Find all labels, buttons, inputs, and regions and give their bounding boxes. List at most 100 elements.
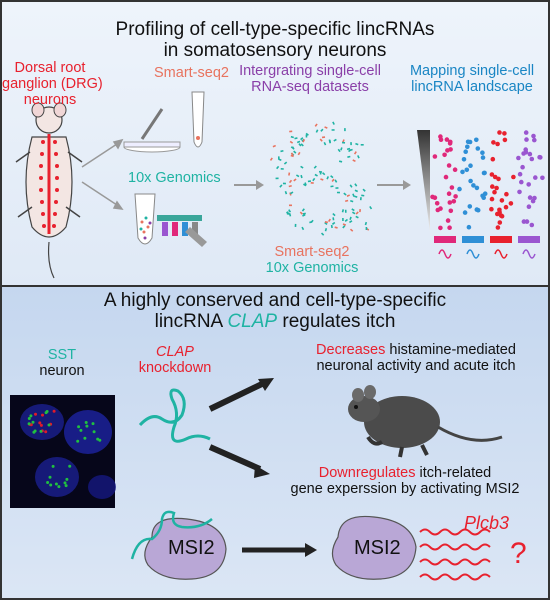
landscape-dot (497, 130, 502, 135)
tsne-cell-mark (351, 211, 356, 215)
tsne-cell-mark (331, 129, 335, 131)
rna-puncta (49, 483, 53, 487)
tsne-cell-mark (355, 215, 359, 219)
landscape-dot (529, 156, 535, 162)
tsne-cell-mark (324, 228, 328, 232)
tsne-cell-mark (320, 128, 324, 132)
tsne-cell-mark (279, 184, 283, 188)
landscape-dot (465, 139, 471, 145)
tsne-cell-mark (324, 221, 329, 224)
tsne-cell-mark (338, 160, 343, 163)
mapping-line1: Mapping single-cell (409, 63, 535, 79)
landscape-dot (453, 194, 458, 199)
landscape-dot (492, 174, 498, 180)
rna-puncta (92, 430, 96, 434)
tsne-cell-mark (319, 138, 323, 142)
tsne-cell-mark (331, 178, 335, 182)
bottom-panel: A highly conserved and cell-type-specifi… (0, 287, 550, 600)
top-title-line2: in somatosensory neurons (163, 40, 387, 62)
gene-effect-text: Downregulates itch-related gene experssi… (264, 465, 546, 497)
landscape-dot (462, 210, 468, 215)
tsne-cell-mark (310, 182, 314, 184)
tsne-cell-mark (350, 142, 352, 146)
mapping-label: Mapping single-cell lincRNA landscape (394, 63, 550, 95)
tsne-cell-mark (302, 139, 306, 143)
landscape-dot (446, 191, 452, 196)
tsne-cell-mark (336, 191, 340, 194)
landscape-dot (474, 185, 480, 191)
landscape-dot (465, 144, 470, 150)
tsne-cell-mark (294, 223, 297, 227)
tsne-cell-mark (272, 144, 276, 148)
landscape-dot (502, 131, 507, 136)
rna-puncta (38, 421, 42, 425)
landscape-dot (457, 186, 462, 192)
landscape-dot (447, 141, 453, 146)
tsne-cell-mark (349, 228, 354, 232)
rna-puncta (79, 428, 83, 432)
tsne-cell-mark (355, 211, 359, 215)
activation-arrow (242, 543, 317, 557)
tsne-cell-mark (369, 205, 373, 210)
tsne-cell-mark (300, 143, 304, 147)
landscape-dot (517, 171, 523, 177)
tsne-cell-mark (276, 165, 280, 170)
tsne-cell-mark (290, 135, 294, 139)
tsne-cell-mark (365, 227, 368, 230)
landscape-dot (526, 182, 531, 187)
tsne-cell-mark (344, 218, 348, 222)
rna-puncta (34, 412, 37, 416)
landscape-dot (434, 201, 440, 206)
tsne-cell-mark (289, 130, 293, 133)
landscape-dot (527, 195, 533, 200)
msi2-protein-left (144, 517, 227, 580)
landscape-dot (482, 191, 488, 196)
bottom-title: A highly conserved and cell-type-specifi… (2, 290, 548, 333)
tsne-cell-mark (364, 221, 368, 226)
tsne-cell-mark (360, 144, 364, 146)
bottom-title-line2: lincRNA CLAP regulates itch (2, 311, 548, 332)
landscape-dot (519, 179, 524, 185)
tsne-cell-mark (315, 129, 319, 133)
landscape-dot (474, 207, 480, 212)
msi2-protein-right (331, 515, 417, 580)
landscape-dot (495, 225, 501, 230)
tsne-cell-mark (335, 187, 339, 189)
lincrna-icon (466, 249, 480, 259)
landscape-dot (532, 195, 537, 201)
rna-puncta (76, 439, 80, 443)
landscape-dot (533, 175, 538, 180)
tsne-cell-mark (288, 204, 292, 207)
tsne-cell-mark (288, 209, 292, 213)
itch-effect-text: Decreases histamine-mediated neuronal ac… (286, 342, 546, 374)
rna-puncta (83, 436, 87, 440)
clap-label: CLAP (156, 344, 194, 360)
tsne-cell-mark (342, 139, 345, 143)
landscape-dot (490, 156, 496, 162)
tsne-scatter (269, 121, 373, 236)
tsne-cell-mark (297, 151, 301, 156)
tsne-cell-mark (324, 221, 328, 226)
rna-puncta (45, 410, 49, 413)
rna-puncta (41, 413, 44, 417)
question-mark: ? (510, 537, 527, 570)
plcb3-label: Plcb3 (464, 513, 510, 533)
lincrna-landscape-plot (430, 130, 545, 259)
msi2-label-left: MSI2 (168, 537, 215, 559)
tsne-cell-mark (320, 178, 324, 181)
landscape-dot (524, 219, 530, 224)
tsne-cell-mark (330, 175, 334, 179)
tsne-cell-mark (286, 211, 289, 215)
landscape-dot (446, 163, 452, 168)
lincrna-icon (438, 249, 452, 259)
tsne-cell-mark (349, 148, 353, 152)
tsne-cell-mark (290, 152, 294, 156)
tsne-cell-mark (288, 184, 292, 188)
landscape-dot (524, 137, 529, 142)
landscape-dot (466, 224, 472, 230)
tsne-cell-mark (344, 209, 347, 213)
tsne-cell-mark (334, 179, 338, 183)
landscape-dot (445, 148, 450, 153)
tsne-cell-mark (361, 194, 365, 197)
tsne-cell-mark (284, 191, 288, 195)
